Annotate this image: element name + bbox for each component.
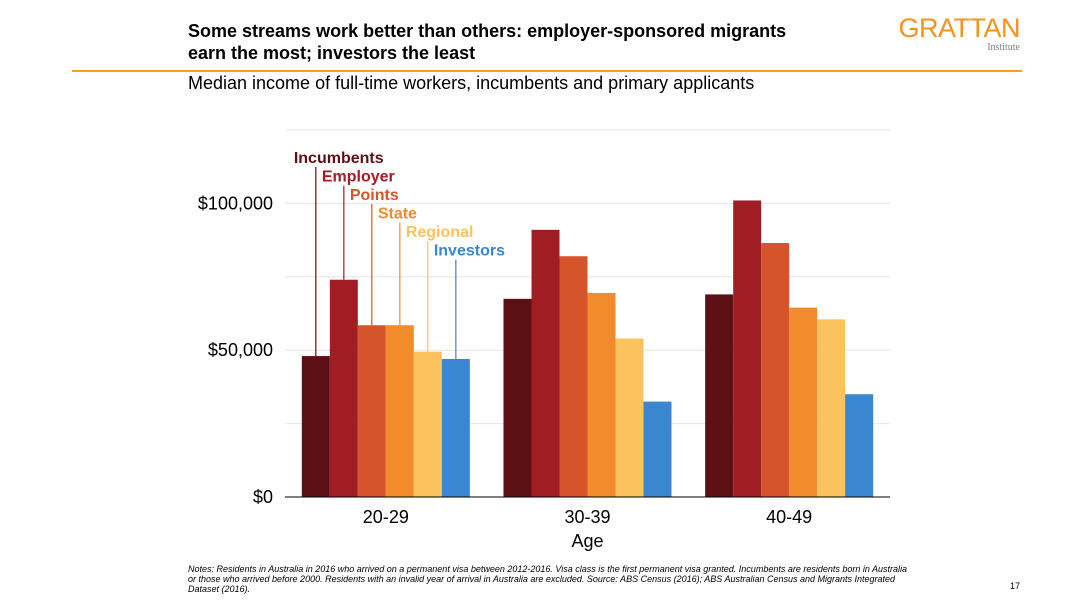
x-axis-title: Age: [571, 531, 603, 551]
x-tick-label: 20-29: [363, 507, 409, 527]
brand-sub: Institute: [987, 42, 1020, 53]
slide-subtitle: Median income of full-time workers, incu…: [188, 73, 755, 93]
y-axis: $0 $50,000 $100,000: [198, 193, 273, 507]
brand-name: GRATTAN: [898, 13, 1021, 43]
bar-incumbents-20-29: [301, 356, 330, 497]
bar-state-30-39: [587, 292, 616, 497]
bar-points-30-39: [559, 256, 588, 497]
bar-investors-30-39: [643, 401, 672, 497]
y-tick-label: $100,000: [198, 193, 273, 213]
bars: [301, 200, 874, 498]
grattan-logo: GRATTAN Institute: [880, 13, 1021, 54]
bar-state-20-29: [385, 325, 414, 497]
bar-employer-30-39: [531, 229, 560, 497]
bar-regional-20-29: [413, 351, 442, 497]
bar-investors-20-29: [441, 359, 470, 497]
x-axis: 20-29 30-39 40-49: [363, 507, 812, 527]
bar-points-40-49: [761, 243, 790, 497]
bar-investors-40-49: [845, 394, 874, 497]
x-tick-label: 30-39: [564, 507, 610, 527]
bar-regional-40-49: [817, 319, 846, 497]
x-tick-label: 40-49: [766, 507, 812, 527]
legend-label-investors: Investors: [434, 243, 505, 260]
legend-label-regional: Regional: [406, 224, 474, 241]
y-tick-label: $50,000: [208, 340, 273, 360]
bar-employer-20-29: [329, 279, 358, 497]
page-number: 17: [1010, 581, 1021, 591]
legend-label-employer: Employer: [322, 169, 395, 186]
slide-title: Some streams work better than others: em…: [188, 21, 787, 63]
title-rule: [72, 70, 1022, 72]
notes: Notes: Residents in Australia in 2016 wh…: [188, 564, 908, 594]
bar-points-20-29: [357, 325, 386, 497]
legend-label-incumbents: Incumbents: [294, 150, 384, 167]
bar-incumbents-30-39: [503, 298, 532, 497]
bar-regional-30-39: [615, 338, 644, 497]
y-tick-label: $0: [253, 487, 273, 507]
legend-label-points: Points: [350, 187, 399, 204]
legend-label-state: State: [378, 206, 417, 223]
legend-leader-lines: [315, 167, 457, 360]
bar-state-40-49: [789, 307, 818, 497]
bar-employer-40-49: [733, 200, 762, 498]
bar-incumbents-40-49: [705, 294, 734, 497]
